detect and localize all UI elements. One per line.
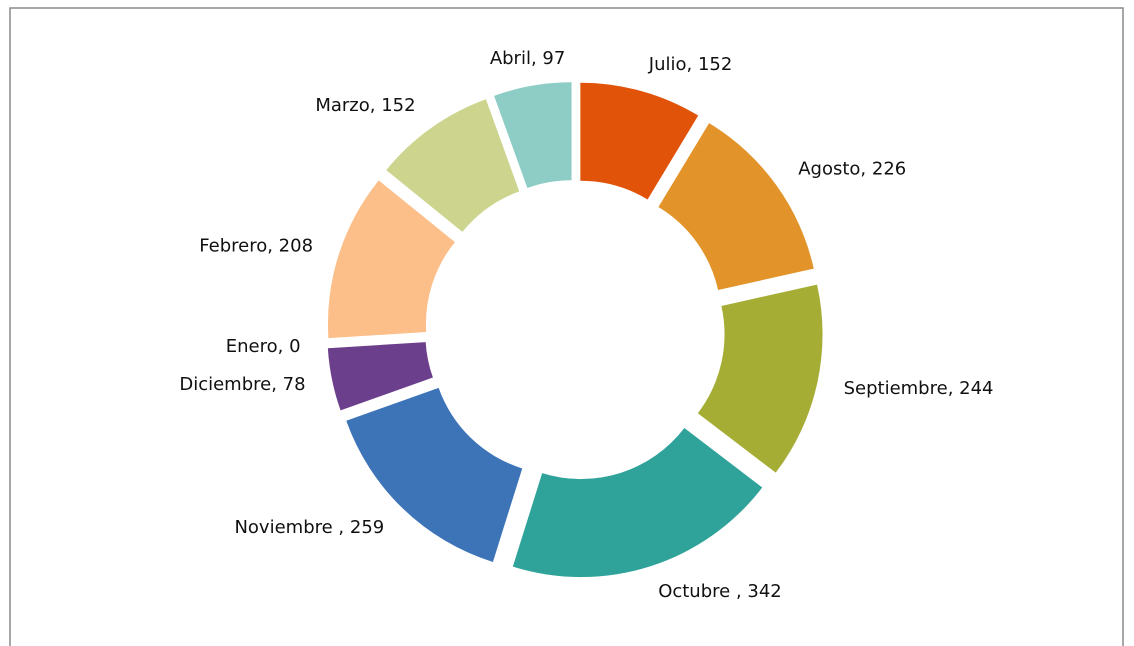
- data-label: Julio, 152: [648, 54, 733, 75]
- donut-slice: [346, 387, 523, 562]
- donut-slice: [386, 99, 520, 232]
- data-label: Marzo, 152: [315, 95, 415, 116]
- data-label: Noviembre , 259: [234, 517, 384, 538]
- data-label: Agosto, 226: [798, 158, 906, 179]
- donut-slice: [494, 82, 572, 189]
- data-label: Febrero, 208: [199, 235, 313, 256]
- data-label: Enero, 0: [226, 336, 301, 357]
- data-label: Octubre , 342: [658, 581, 782, 602]
- donut-slice: [658, 123, 814, 290]
- donut-slice: [327, 342, 433, 411]
- donut-slice: [580, 82, 699, 200]
- data-label: Septiembre, 244: [844, 378, 994, 399]
- donut-slice: [512, 427, 763, 578]
- donut-slice: [697, 284, 823, 473]
- data-label: Abril, 97: [490, 48, 566, 69]
- data-label: Diciembre, 78: [179, 374, 305, 395]
- donut-slice: [327, 180, 455, 339]
